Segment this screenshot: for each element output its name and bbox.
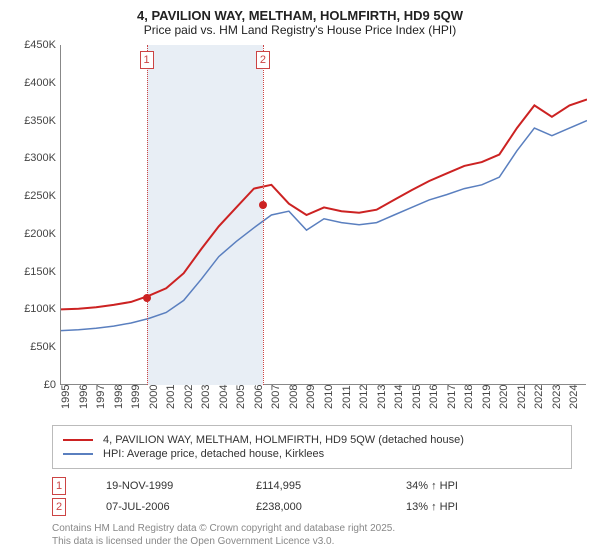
marker-2-hpi: 13% ↑ HPI bbox=[406, 501, 458, 513]
marker-legend-2: 2 07-JUL-2006 £238,000 13% ↑ HPI bbox=[52, 498, 588, 516]
x-tick-label: 2001 bbox=[165, 385, 177, 409]
y-tick-label: £50K bbox=[30, 341, 56, 353]
legend-swatch-property bbox=[63, 439, 93, 441]
x-tick-label: 2000 bbox=[148, 385, 160, 409]
chart-svg bbox=[61, 45, 587, 385]
x-tick-label: 2006 bbox=[253, 385, 265, 409]
y-tick-label: £250K bbox=[24, 190, 56, 202]
y-tick-label: £350K bbox=[24, 115, 56, 127]
marker-box-1-chart: 1 bbox=[140, 51, 154, 69]
marker-dot-2 bbox=[259, 201, 267, 209]
y-tick-label: £200K bbox=[24, 228, 56, 240]
legend-swatch-hpi bbox=[63, 453, 93, 455]
marker-2-date: 07-JUL-2006 bbox=[106, 501, 216, 513]
y-axis: £0£50K£100K£150K£200K£250K£300K£350K£400… bbox=[16, 45, 60, 385]
x-tick-label: 2020 bbox=[498, 385, 510, 409]
x-tick-label: 1998 bbox=[113, 385, 125, 409]
marker-dot-1 bbox=[143, 294, 151, 302]
x-tick-label: 2003 bbox=[200, 385, 212, 409]
y-tick-label: £450K bbox=[24, 39, 56, 51]
x-tick-label: 2016 bbox=[428, 385, 440, 409]
plot-area: 12 bbox=[60, 45, 586, 385]
x-tick-label: 2007 bbox=[270, 385, 282, 409]
legend-label-property: 4, PAVILION WAY, MELTHAM, HOLMFIRTH, HD9… bbox=[103, 434, 464, 446]
marker-box-2-chart: 2 bbox=[256, 51, 270, 69]
x-tick-label: 2012 bbox=[358, 385, 370, 409]
chart-title-2: Price paid vs. HM Land Registry's House … bbox=[12, 23, 588, 37]
marker-1-hpi: 34% ↑ HPI bbox=[406, 480, 458, 492]
x-tick-label: 1995 bbox=[60, 385, 72, 409]
marker-box-2: 2 bbox=[52, 498, 66, 516]
x-tick-label: 2004 bbox=[218, 385, 230, 409]
x-tick-label: 2014 bbox=[393, 385, 405, 409]
x-tick-label: 2008 bbox=[288, 385, 300, 409]
x-tick-label: 2018 bbox=[463, 385, 475, 409]
x-tick-label: 1999 bbox=[130, 385, 142, 409]
y-tick-label: £400K bbox=[24, 77, 56, 89]
legend-label-hpi: HPI: Average price, detached house, Kirk… bbox=[103, 448, 324, 460]
series-property bbox=[61, 99, 587, 309]
marker-2-price: £238,000 bbox=[256, 501, 366, 513]
x-tick-label: 2002 bbox=[183, 385, 195, 409]
marker-legend-1: 1 19-NOV-1999 £114,995 34% ↑ HPI bbox=[52, 477, 588, 495]
marker-1-date: 19-NOV-1999 bbox=[106, 480, 216, 492]
legend-row-property: 4, PAVILION WAY, MELTHAM, HOLMFIRTH, HD9… bbox=[63, 434, 561, 446]
x-tick-label: 2022 bbox=[533, 385, 545, 409]
x-axis: 1995 1996 1997 1998 1999 2000 2001 2002 2003 2004… bbox=[60, 385, 586, 415]
chart: £0 £50K £100K £150K £200K £250K £300K £350K £400… bbox=[16, 45, 586, 415]
marker-1-price: £114,995 bbox=[256, 480, 366, 492]
x-tick-label: 2009 bbox=[305, 385, 317, 409]
x-tick-label: 2021 bbox=[516, 385, 528, 409]
x-tick-label: 2019 bbox=[481, 385, 493, 409]
x-tick-label: 2010 bbox=[323, 385, 335, 409]
x-tick-label: 2013 bbox=[376, 385, 388, 409]
marker-box-1: 1 bbox=[52, 477, 66, 495]
x-tick-label: 2023 bbox=[551, 385, 563, 409]
marker-line bbox=[263, 45, 264, 385]
footer: Contains HM Land Registry data © Crown c… bbox=[52, 522, 588, 548]
x-tick-label: 2011 bbox=[341, 385, 353, 409]
y-tick-label: £0 bbox=[44, 379, 56, 391]
y-tick-label: £300K bbox=[24, 152, 56, 164]
marker-line bbox=[147, 45, 148, 385]
footer-line2: This data is licensed under the Open Gov… bbox=[52, 535, 588, 548]
legend: 4, PAVILION WAY, MELTHAM, HOLMFIRTH, HD9… bbox=[52, 425, 572, 469]
x-tick-label: 1996 bbox=[78, 385, 90, 409]
footer-line1: Contains HM Land Registry data © Crown c… bbox=[52, 522, 588, 535]
x-tick-label: 2017 bbox=[446, 385, 458, 409]
x-tick-label: 2005 bbox=[235, 385, 247, 409]
y-tick-label: £150K bbox=[24, 266, 56, 278]
x-tick-label: 2024 bbox=[568, 385, 580, 409]
x-tick-label: 1997 bbox=[95, 385, 107, 409]
legend-row-hpi: HPI: Average price, detached house, Kirk… bbox=[63, 448, 561, 460]
x-tick-label: 2015 bbox=[411, 385, 423, 409]
y-tick-label: £100K bbox=[24, 303, 56, 315]
chart-title-1: 4, PAVILION WAY, MELTHAM, HOLMFIRTH, HD9… bbox=[12, 8, 588, 23]
